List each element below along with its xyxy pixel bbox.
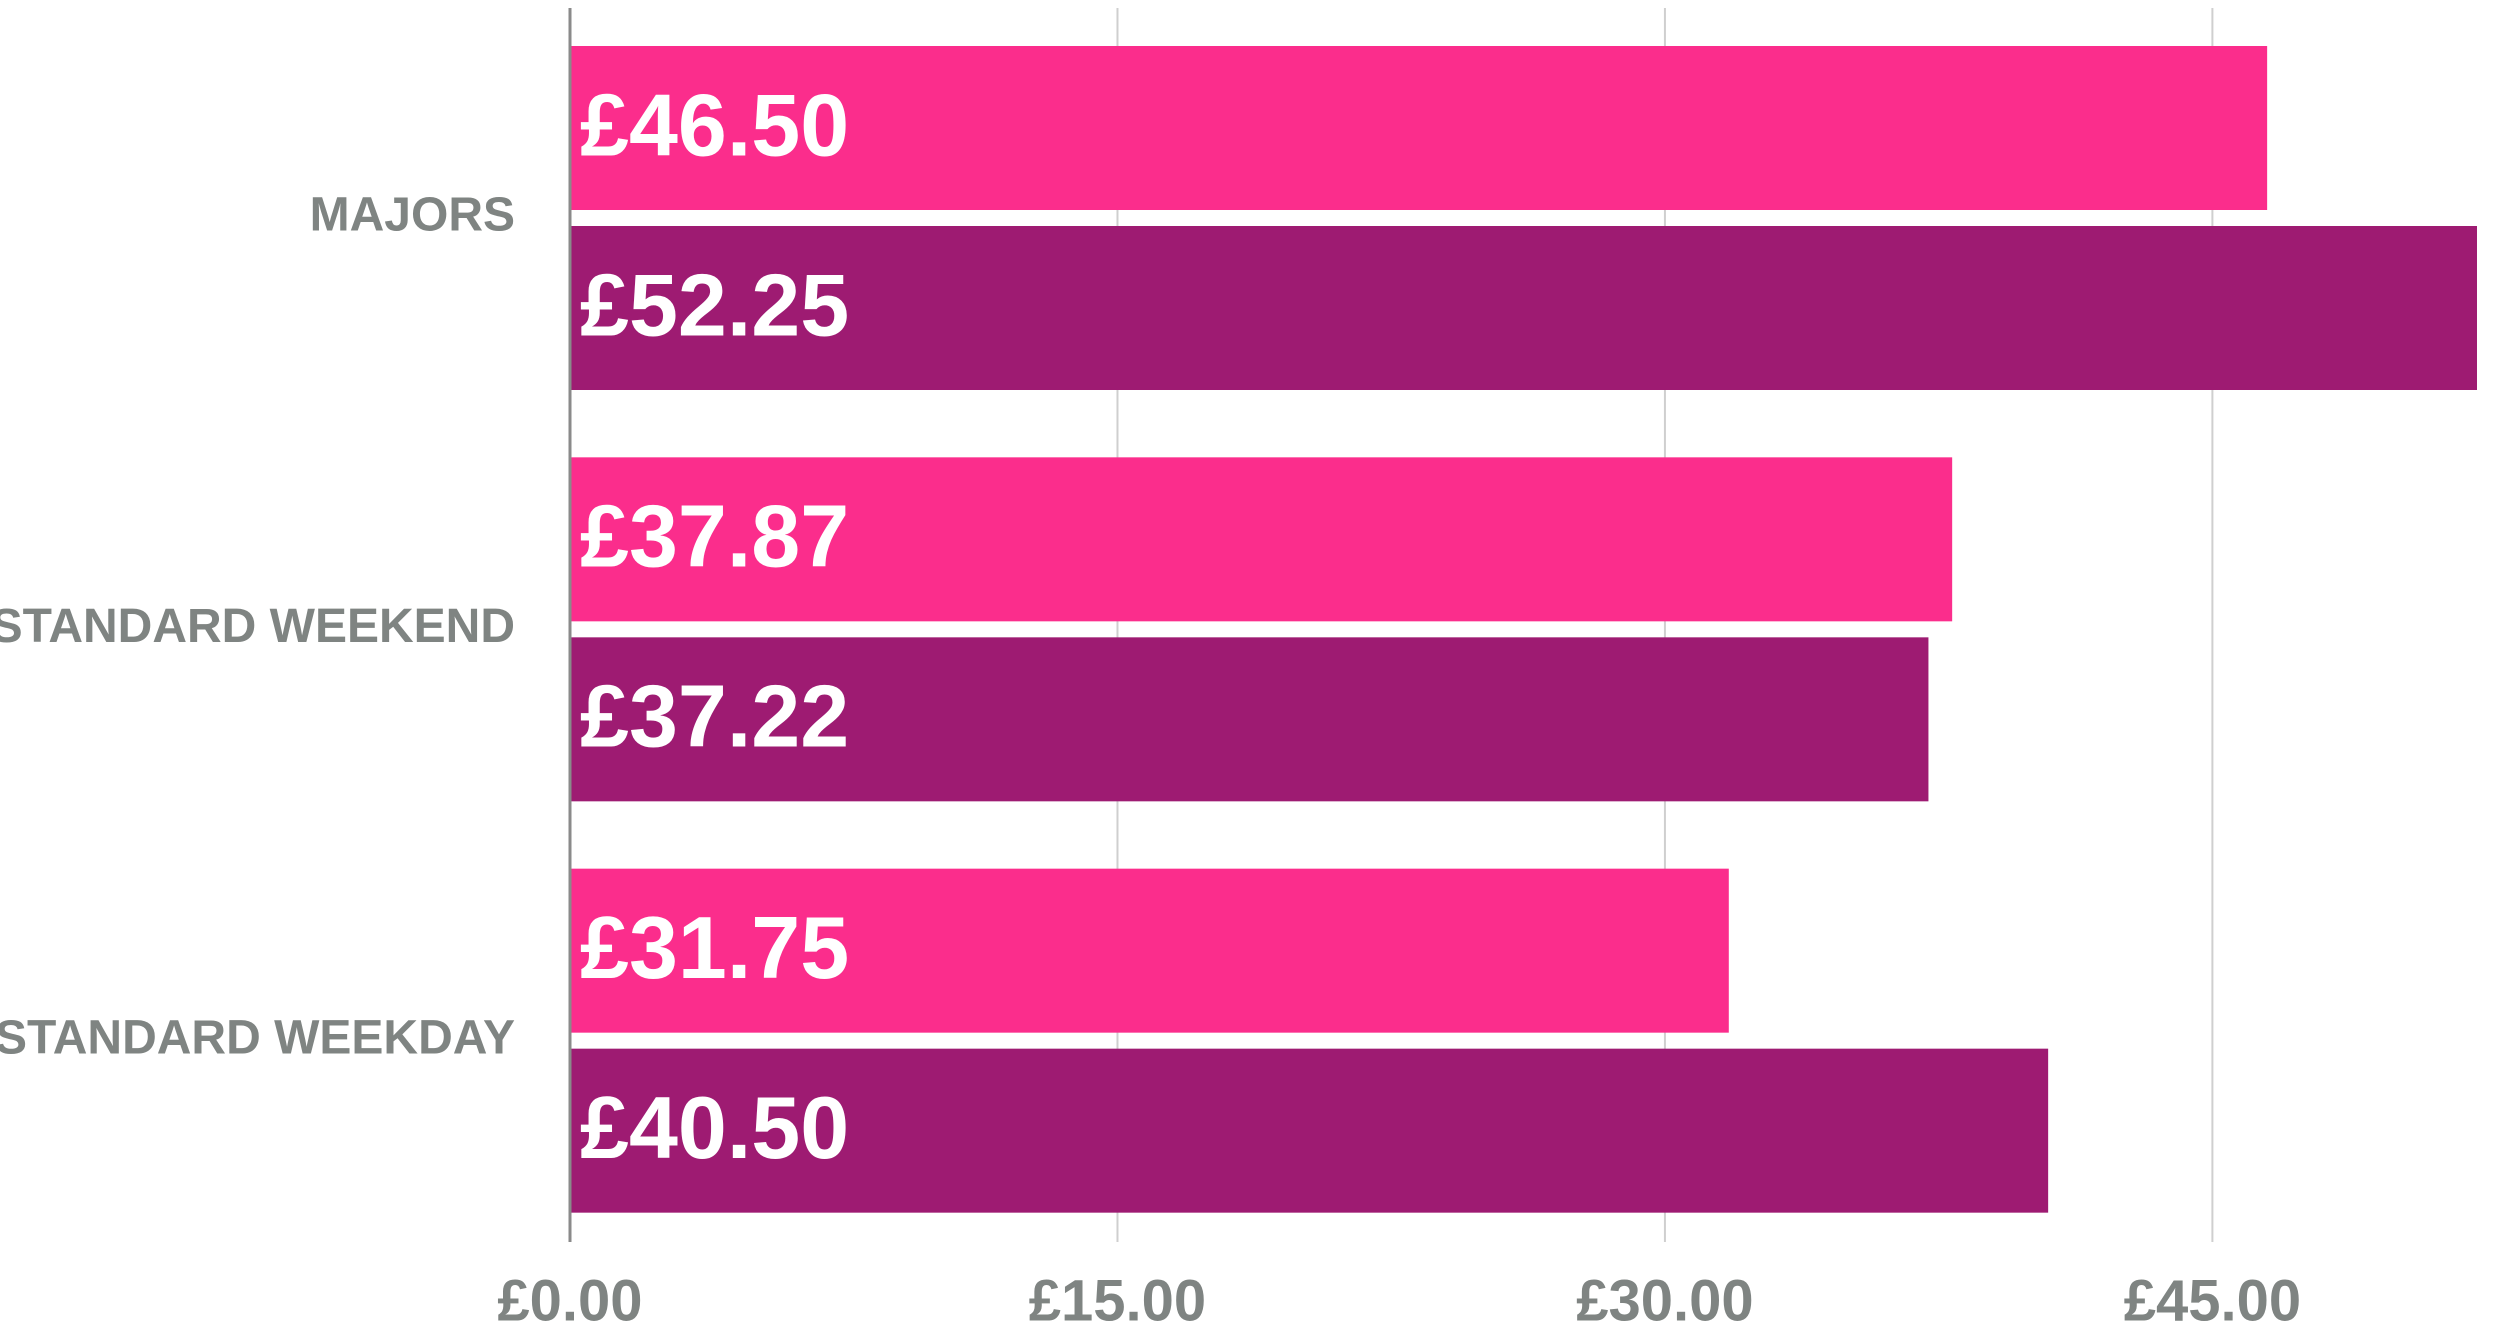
bar bbox=[570, 637, 1929, 802]
category-label: STANDARD WEEKDAY bbox=[0, 1011, 515, 1064]
bar bbox=[570, 46, 2268, 210]
bar bbox=[570, 1048, 2049, 1213]
value-label: £31.75 bbox=[580, 898, 849, 997]
x-tick-label: £45.00 bbox=[2124, 1268, 2301, 1333]
x-tick-label: £30.00 bbox=[1576, 1268, 1753, 1333]
bar bbox=[570, 868, 1729, 1033]
x-tick-label: £0.00 bbox=[497, 1268, 642, 1333]
value-label: £37.87 bbox=[580, 487, 849, 586]
value-label: £46.50 bbox=[580, 75, 849, 174]
value-label: £52.25 bbox=[580, 255, 849, 354]
bar bbox=[570, 226, 2477, 390]
value-label: £40.50 bbox=[580, 1078, 849, 1177]
category-label: MAJORS bbox=[310, 189, 515, 242]
category-label: STANDARD WEEKEND bbox=[0, 600, 515, 653]
bar bbox=[570, 457, 1953, 622]
x-tick-label: £15.00 bbox=[1029, 1268, 1206, 1333]
value-label: £37.22 bbox=[580, 667, 849, 766]
